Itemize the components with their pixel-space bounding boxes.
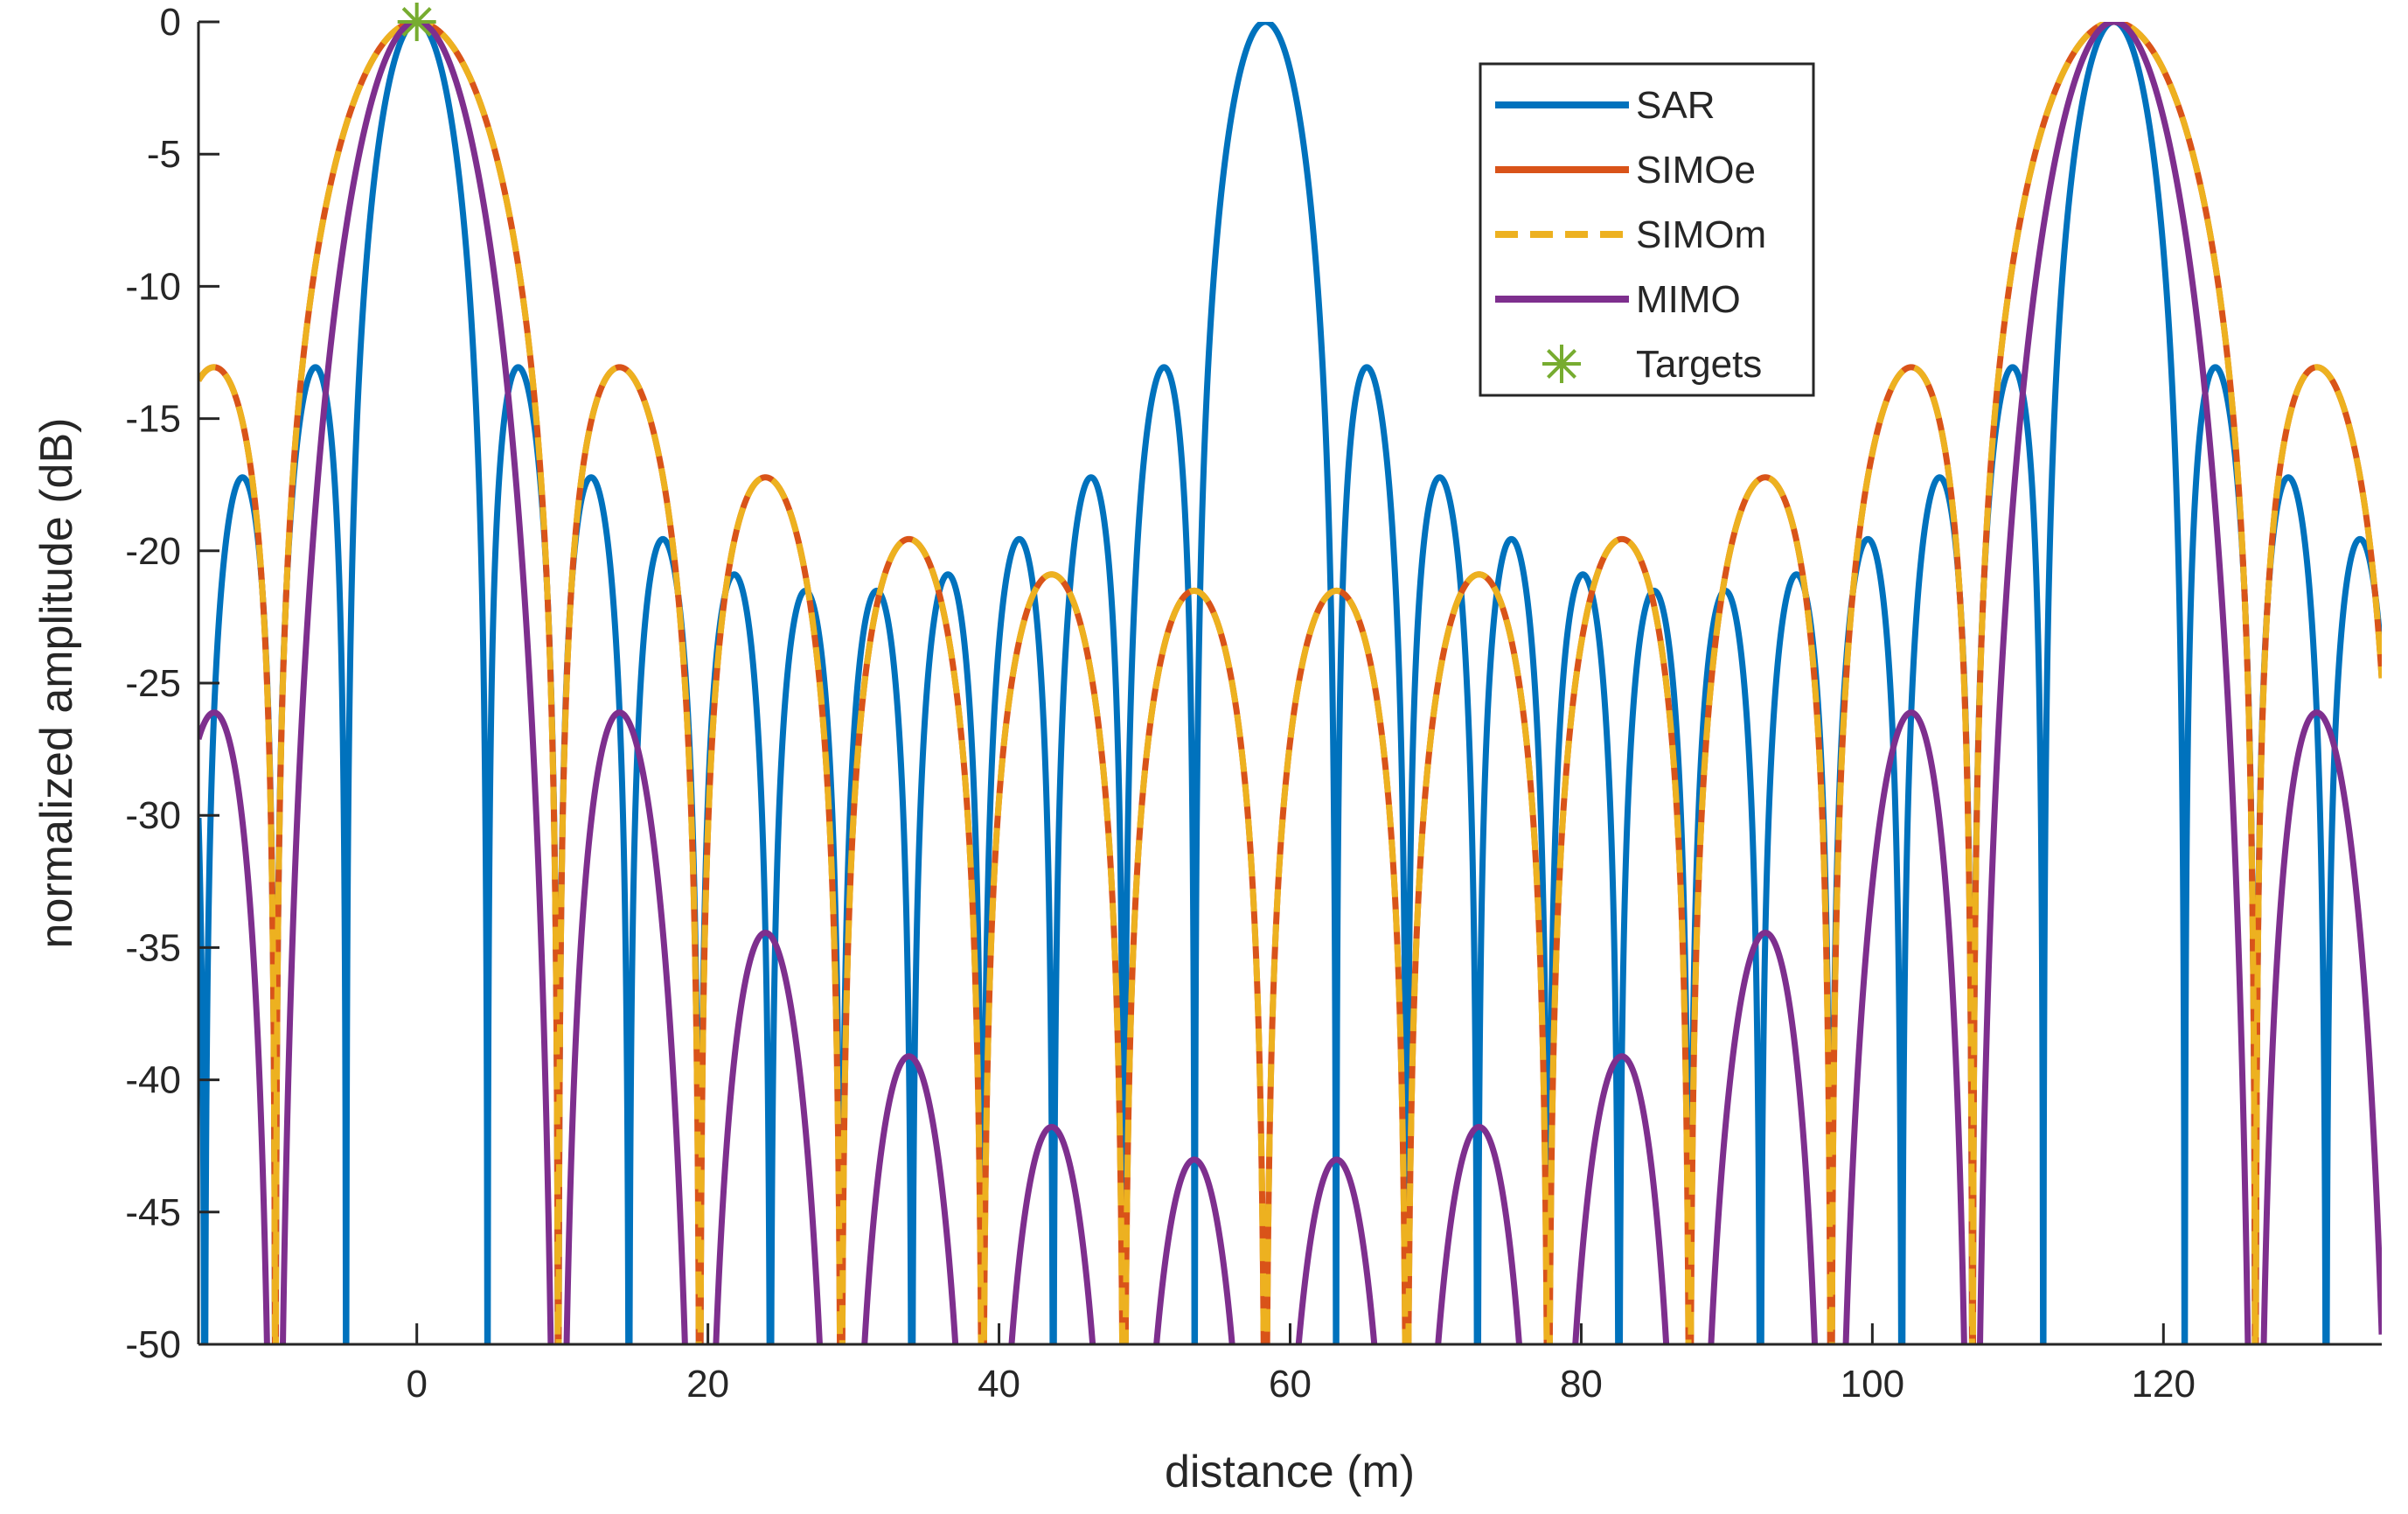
y-tick-label: -25 — [125, 662, 181, 705]
x-tick-label: 0 — [406, 1363, 427, 1406]
y-tick-label: -20 — [125, 530, 181, 573]
y-tick-label: -40 — [125, 1059, 181, 1102]
marker-layer — [397, 3, 436, 41]
series-line-simom — [198, 22, 2382, 1344]
x-axis-title: distance (m) — [1165, 1447, 1415, 1497]
series-line-simoe — [198, 22, 2382, 1344]
series-layer — [198, 22, 2382, 1344]
y-tick-label: -30 — [125, 794, 181, 837]
axes — [197, 22, 2382, 1346]
x-tick-label: 100 — [1841, 1363, 1904, 1406]
x-tick-label: 80 — [1560, 1363, 1603, 1406]
legend-swatch-targets — [1542, 345, 1581, 383]
y-tick-label: 0 — [160, 1, 181, 44]
legend-label-simoe: SIMOe — [1636, 149, 1756, 192]
target-marker — [397, 3, 436, 41]
legend-label-mimo: MIMO — [1636, 278, 1741, 321]
y-ticks: 0 -5 -10 -15 -20 -25 -30 -35 -40 -45 -50 — [125, 1, 219, 1366]
legend-label-simom: SIMOm — [1636, 213, 1766, 256]
y-axis-title: normalized amplitude (dB) — [31, 418, 82, 949]
y-tick-label: -5 — [147, 133, 181, 176]
y-tick-label: -50 — [125, 1323, 181, 1366]
legend-label-targets: Targets — [1636, 343, 1762, 386]
y-tick-label: -35 — [125, 926, 181, 969]
y-tick-label: -10 — [125, 265, 181, 308]
x-tick-label: 20 — [686, 1363, 729, 1406]
x-tick-label: 120 — [2132, 1363, 2196, 1406]
legend-box — [1479, 62, 1815, 397]
legend-label-sar: SAR — [1636, 84, 1715, 127]
x-tick-label: 40 — [978, 1363, 1020, 1406]
y-tick-label: -45 — [125, 1191, 181, 1234]
x-ticks: 0 20 40 60 80 100 120 — [406, 1323, 2196, 1406]
y-tick-label: -15 — [125, 398, 181, 441]
series-line-mimo — [198, 22, 2382, 1344]
legend: SAR SIMOe SIMOm MIMO Targets — [1479, 62, 1815, 397]
x-tick-label: 60 — [1269, 1363, 1312, 1406]
